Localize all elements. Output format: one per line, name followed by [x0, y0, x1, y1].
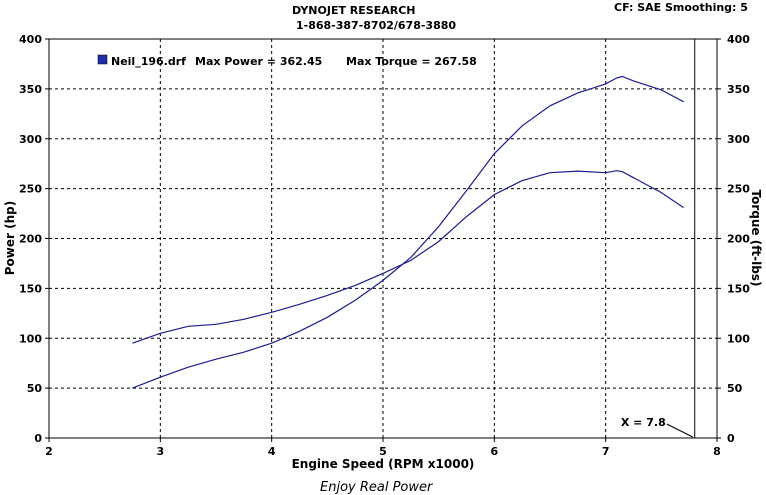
x-tick-label: 3	[157, 445, 165, 458]
y-tick-label-left: 200	[19, 233, 42, 246]
grid	[49, 39, 717, 438]
y-tick-label-left: 250	[19, 183, 42, 196]
y-tick-label-left: 50	[27, 382, 43, 395]
y-tick-label-left: 100	[19, 332, 42, 345]
y-tick-label-right: 200	[727, 233, 750, 246]
x-tick-label: 5	[379, 445, 387, 458]
series-line-torque	[132, 170, 684, 344]
y-tick-label-right: 0	[727, 432, 735, 445]
y-tick-label-left: 150	[19, 282, 42, 295]
x-tick-label: 8	[713, 445, 721, 458]
footer-tagline: Enjoy Real Power	[320, 480, 433, 495]
correction-factor-info: CF: SAE Smoothing: 5	[614, 1, 748, 14]
y-tick-label-left: 300	[19, 133, 42, 146]
y-tick-label-right: 350	[727, 83, 750, 96]
x-tick-label: 6	[491, 445, 499, 458]
x-tick-label: 2	[45, 445, 53, 458]
y-axis-label-right: Torque (ft-lbs)	[749, 190, 763, 287]
cursor-leader	[666, 423, 693, 438]
legend-max-power: Max Power = 362.45	[195, 55, 322, 68]
legend-swatch	[97, 54, 108, 65]
y-tick-label-right: 300	[727, 133, 750, 146]
series-lines	[132, 75, 684, 389]
company-title: DYNOJET RESEARCH	[292, 4, 416, 17]
y-tick-label-right: 50	[727, 382, 743, 395]
y-tick-label-right: 400	[727, 33, 750, 46]
left-axis-ticks: 0 50 100 150 200 250 300 350 400	[19, 33, 49, 445]
y-axis-label-left: Power (hp)	[3, 201, 17, 275]
series-line-power	[132, 75, 684, 389]
legend-max-torque: Max Torque = 267.58	[346, 55, 477, 68]
y-tick-label-left: 400	[19, 33, 42, 46]
x-axis-ticks: 2 3 4 5 6 7 8	[45, 438, 721, 458]
company-phone: 1-868-387-8702/678-3880	[296, 19, 457, 32]
y-tick-label-left: 0	[34, 432, 42, 445]
legend-file: Neil_196.drf	[111, 55, 186, 68]
cursor-label: X = 7.8	[621, 416, 666, 429]
x-tick-label: 4	[268, 445, 276, 458]
x-axis-label: Engine Speed (RPM x1000)	[292, 457, 475, 471]
y-tick-label-left: 350	[19, 83, 42, 96]
x-tick-label: 7	[602, 445, 610, 458]
right-axis-ticks: 0 50 100 150 200 250 300 350 400	[717, 33, 750, 445]
y-tick-label-right: 150	[727, 282, 750, 295]
y-tick-label-right: 100	[727, 332, 750, 345]
y-tick-label-right: 250	[727, 183, 750, 196]
